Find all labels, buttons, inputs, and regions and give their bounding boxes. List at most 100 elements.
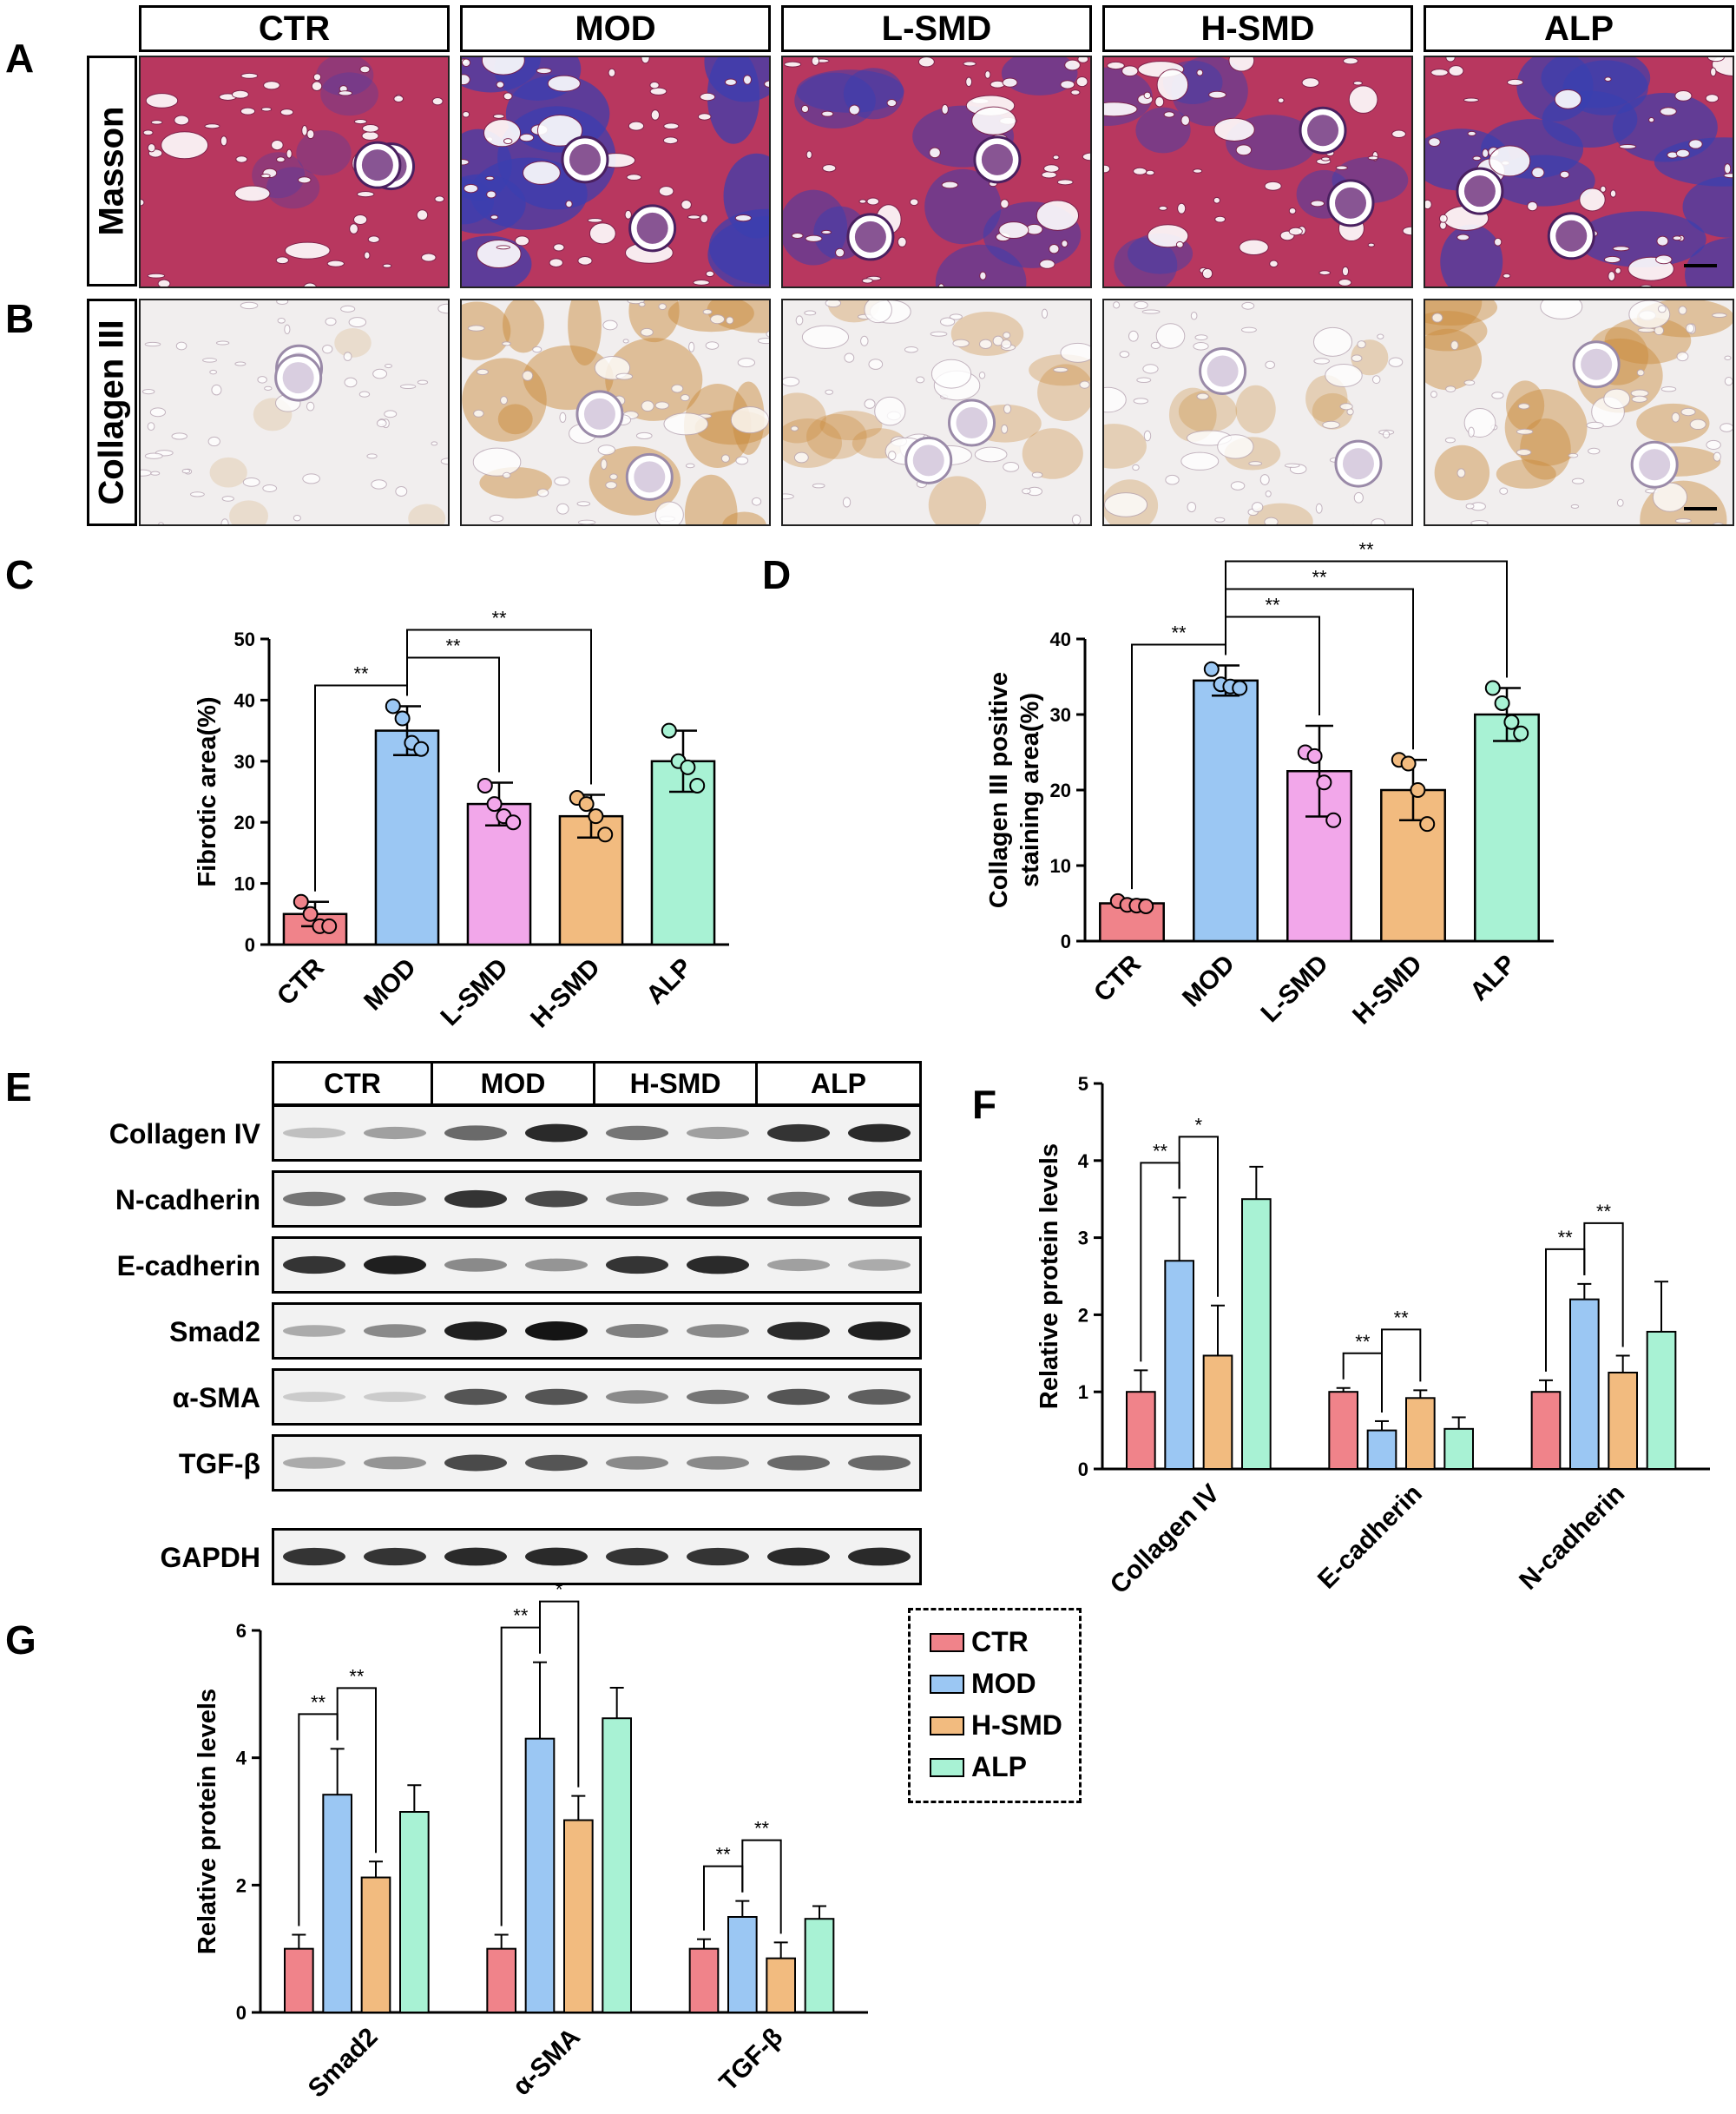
blot-band	[848, 1389, 911, 1405]
histology-image-collagen-iii-alp	[1424, 299, 1734, 526]
legend-swatch-alp	[930, 1757, 964, 1777]
blot-band	[444, 1321, 507, 1340]
data-point	[302, 906, 319, 922]
blot-header-alp: ALP	[755, 1061, 922, 1106]
blot-band	[767, 1258, 830, 1272]
bar-mod	[1193, 679, 1259, 943]
blot-band	[848, 1547, 911, 1566]
blot-band	[848, 1455, 911, 1471]
blot-band	[364, 1192, 426, 1206]
significance-label: **	[716, 1844, 732, 1866]
legend: CTR MOD H-SMD ALP	[908, 1608, 1082, 1803]
x-tick-label-sma: α-SMA	[507, 2023, 586, 2102]
blot-band	[444, 1388, 507, 1406]
bar-tgf-alp	[804, 1918, 835, 2014]
bar-mod	[374, 729, 440, 946]
column-header-h-smd: H-SMD	[1102, 5, 1413, 52]
data-point	[1503, 714, 1520, 730]
y-tick-label: 6	[236, 1620, 247, 1642]
blot-band	[364, 1126, 426, 1140]
blot-row-e-cadherin	[272, 1236, 922, 1294]
blot-row-sma	[272, 1368, 922, 1426]
significance-label: **	[1596, 1201, 1612, 1222]
y-tick-label: 2	[236, 1874, 247, 1896]
blot-band	[848, 1321, 911, 1340]
panel-label-f: F	[972, 1082, 997, 1127]
blot-label-smad2: Smad2	[169, 1316, 260, 1347]
blot-band	[606, 1324, 668, 1338]
x-tick-label-h-smd: H-SMD	[1347, 950, 1428, 1031]
blot-band	[283, 1127, 345, 1139]
bar-e-cadherin-alp	[1443, 1427, 1475, 1471]
panel-label-g: G	[5, 1617, 36, 1663]
blot-row-n-cadherin	[272, 1170, 922, 1228]
chart-protein-levels-f: 0 1 2 3 4 5 Relative protein levels Collagen IV…	[1036, 1073, 1710, 1599]
blot-band	[848, 1259, 911, 1271]
data-point	[293, 893, 309, 910]
data-point	[1419, 816, 1436, 833]
blot-band	[283, 1325, 345, 1337]
blot-band	[606, 1125, 668, 1141]
bar-smad2-h-smd	[360, 1876, 391, 2013]
x-tick-label-smad2: Smad2	[303, 2023, 384, 2104]
significance-label: **	[1312, 566, 1327, 588]
panel-label-b: B	[5, 296, 35, 341]
significance-label: **	[445, 635, 461, 656]
data-point	[394, 710, 411, 727]
data-point	[1484, 680, 1501, 696]
legend-swatch-ctr	[930, 1632, 964, 1652]
y-tick-label: 0	[1078, 1459, 1088, 1480]
significance-label: **	[349, 1665, 365, 1687]
y-axis-label: Collagen III positive staining area(%)	[985, 672, 1044, 908]
x-tick-label-ctr: CTR	[1088, 949, 1147, 1007]
data-point	[505, 814, 522, 831]
x-tick-label-mod: MOD	[1177, 950, 1240, 1013]
y-tick-label: 0	[245, 934, 255, 956]
significance-bracket	[406, 629, 592, 785]
blot-band	[444, 1454, 507, 1472]
column-header-mod: MOD	[460, 5, 771, 52]
blot-band	[525, 1388, 588, 1406]
data-point	[1410, 782, 1426, 798]
blot-band	[283, 1457, 345, 1469]
blot-band	[848, 1123, 911, 1143]
blot-band	[767, 1388, 830, 1406]
panel-label-a: A	[5, 36, 35, 81]
y-tick-label: 10	[234, 873, 255, 895]
scale-bar-masson	[1684, 264, 1717, 267]
y-tick-label: 0	[236, 2002, 247, 2024]
blot-band	[606, 1456, 668, 1470]
bar-smad2-ctr	[284, 1947, 314, 2013]
significance-label: *	[556, 1579, 563, 1601]
significance-label: **	[1394, 1307, 1410, 1328]
blot-band	[525, 1258, 588, 1272]
blot-band	[767, 1191, 830, 1207]
data-point	[597, 827, 614, 843]
blot-label-collagen-iv: Collagen IV	[108, 1118, 260, 1149]
bar-n-cadherin-alp	[1646, 1330, 1677, 1470]
significance-label: **	[1171, 622, 1187, 643]
data-point	[413, 741, 430, 757]
blot-band	[444, 1125, 507, 1141]
chart-collagen-iii-area: 0 10 20 30 40 Collagen III positive staining a…	[985, 538, 1554, 1031]
blot-band	[687, 1191, 749, 1207]
blot-band	[767, 1321, 830, 1340]
data-point	[1316, 774, 1332, 791]
blot-band	[364, 1456, 426, 1470]
chart-fibrotic-area: 0 10 20 30 40 50 Fibrotic area(%) CTR MOD L-SMD H-…	[194, 607, 729, 1033]
blot-band	[444, 1547, 507, 1566]
bar-alp	[1474, 713, 1540, 943]
y-tick-label: 50	[234, 629, 255, 650]
blot-band	[444, 1258, 507, 1272]
data-point	[1400, 755, 1417, 772]
bar-collagen-iv-mod	[1164, 1260, 1194, 1470]
y-axis-label: Relative protein levels	[194, 1689, 221, 1954]
row-header-collagen-iii-text: Collagen III	[92, 319, 131, 505]
significance-label: **	[491, 607, 507, 629]
blot-band	[687, 1389, 749, 1405]
y-tick-label: 0	[1061, 931, 1071, 952]
histology-image-collagen-iii-mod	[460, 299, 771, 526]
y-tick-label: 40	[234, 689, 255, 711]
significance-label: *	[1195, 1114, 1203, 1136]
blot-label-gapdh: GAPDH	[160, 1542, 260, 1573]
